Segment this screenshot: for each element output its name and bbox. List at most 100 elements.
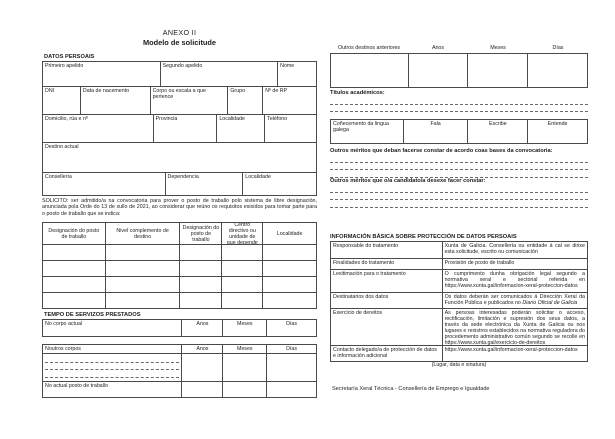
empty-cell [267, 354, 317, 382]
table-row: Coñecemento da lingua galega Fala Escrib… [331, 120, 588, 144]
empty-cell [105, 261, 181, 277]
empty-cell [222, 245, 264, 261]
empty-cell [180, 245, 223, 261]
field-grupo: Grupo [228, 87, 264, 115]
field-label: Dependencia [167, 174, 199, 180]
col-dias: Días [267, 320, 317, 337]
empty-cell [263, 261, 317, 277]
postos-header-row: Designación do posto de traballo Nivel c… [43, 223, 317, 245]
field-noutros-corpos: Noutros corpos [43, 345, 183, 354]
field-label: Localidade [245, 174, 271, 180]
field-label: No actual posto de traballo [45, 383, 109, 389]
col-anos: Anos [182, 320, 224, 337]
field-nome: Nome [278, 62, 317, 87]
empty-cell [43, 293, 106, 309]
postos-empty-row [43, 261, 317, 277]
dashed-write-line [330, 155, 588, 163]
footer-office: Secretaría Xeral Técnica - Consellería d… [332, 386, 490, 392]
proteccion-value-italic: Diario Oficial de Galicia [522, 300, 578, 306]
proteccion-label: Finalidades do tratamento [331, 259, 443, 270]
dashed-write-line [45, 370, 180, 378]
empty-cell [223, 354, 268, 382]
form-title: Modelo de solicitude [142, 38, 217, 47]
field-corpo-escala: Corpo ou escala a que pertence [150, 87, 229, 115]
dashed-write-line [330, 200, 588, 208]
field-localidade: Localidade [217, 115, 266, 143]
empty-cell [263, 245, 317, 261]
tempo-noutros-table: Noutros corpos Anos Meses Días No actual… [42, 344, 317, 398]
col-meses: Meses [223, 320, 268, 337]
col-anos: Anos [431, 45, 445, 51]
field-label: Provincia [155, 116, 178, 122]
field-label: No corpo actual [45, 321, 83, 327]
field-label: Consellería [45, 174, 72, 180]
proteccion-label: Destinatarios dos datos [331, 293, 443, 309]
dashed-write-line [330, 170, 588, 178]
proteccion-table: Responsable do tratamento Xunta de Galic… [330, 241, 588, 362]
meritos-candidato-heading: Outros méritos que o/a candidato/a desex… [330, 178, 486, 184]
field-data-nacemento: Data de nacemento [80, 87, 151, 115]
col-meses: Meses [223, 345, 268, 354]
empty-cell [180, 293, 223, 309]
right-column: Outros destinos anteriores Anos Meses Dí… [330, 0, 588, 439]
proteccion-row: Finalidades do tratamento Provisión de p… [331, 259, 588, 270]
field-label: Nome [280, 63, 295, 69]
proteccion-value: As persoas interesadas poderán solicitar… [442, 309, 588, 346]
tempo-corpo-actual-table: No corpo actual Anos Meses Días [42, 319, 317, 337]
proteccion-row: Lexitimación para o tratamento O cumprim… [331, 270, 588, 293]
postos-header-centro: Centro directivo ou unidade de que depen… [222, 223, 264, 245]
col-meses: Meses [490, 45, 506, 51]
proteccion-label: Contacto delegado/a de protección de dat… [331, 346, 443, 362]
postos-header-designacion: Designación do posto de traballo [43, 223, 106, 245]
empty-cell [223, 382, 268, 398]
meritos-bases-heading: Outros méritos que deban facerse constar… [330, 148, 553, 154]
field-label: Grupo [230, 88, 246, 94]
dashed-write-line [330, 185, 588, 193]
empty-cell [43, 245, 106, 261]
table-row: DNI Data de nacemento Corpo ou escala a … [43, 87, 317, 115]
dashed-write-line [330, 105, 588, 112]
empty-cell [105, 277, 181, 293]
field-label: Teléfono [267, 116, 288, 122]
field-destino-actual: Destino actual [43, 143, 317, 173]
proteccion-heading: INFORMACIÓN BÁSICA SOBRE PROTECCIÓN DE D… [330, 234, 517, 240]
anexo-title: ANEXO II [162, 28, 197, 37]
dashed-write-line [330, 193, 588, 200]
col-escribe: Escribe [468, 120, 529, 144]
left-column: ANEXO II Modelo de solicitude DATOS PERS… [42, 0, 317, 439]
datos-persoais-heading: DATOS PERSOAIS [44, 54, 95, 60]
proteccion-value: Xunta de Galicia. Consellería ou entidad… [442, 242, 588, 259]
empty-cell [331, 54, 409, 88]
table-row: Destino actual [43, 143, 317, 173]
proteccion-row: Exercicio de dereitos As persoas interes… [331, 309, 588, 346]
empty-cell [267, 382, 317, 398]
empty-cell [528, 54, 588, 88]
empty-cell [263, 293, 317, 309]
empty-cell [408, 54, 469, 88]
outros-destinos-labels: Outros destinos anteriores Anos Meses Dí… [330, 45, 588, 51]
empty-cell [180, 261, 223, 277]
table-row: No corpo actual Anos Meses Días [43, 320, 317, 337]
empty-cell [105, 245, 181, 261]
proteccion-label: Lexitimación para o tratamento [331, 270, 443, 293]
empty-cell [105, 293, 181, 309]
postos-table: Designación do posto de traballo Nivel c… [42, 222, 317, 309]
table-row [331, 54, 588, 88]
solicito-paragraph: SOLICITO: ser admitido/a na convocatoria… [42, 198, 317, 217]
postos-empty-row [43, 277, 317, 293]
field-dependencia: Dependencia [165, 173, 244, 196]
field-label: Coñecemento da lingua galega [333, 121, 389, 133]
meritos-bases-write-area [330, 155, 588, 178]
postos-empty-row [43, 245, 317, 261]
field-label: Segundo apelido [162, 63, 203, 69]
table-row: Primeiro apelido Segundo apelido Nome [43, 62, 317, 87]
table-row: Noutros corpos Anos Meses Días [43, 345, 317, 354]
proteccion-value: https://www.xunta.gal/informacion-xeral-… [442, 346, 588, 362]
empty-cell [182, 354, 224, 382]
outros-destinos-label: Outros destinos anteriores [337, 45, 401, 51]
datos-persoais-table: Primeiro apelido Segundo apelido Nome DN… [42, 61, 317, 196]
outros-destinos-table [330, 53, 588, 88]
field-label: Localidade [219, 116, 245, 122]
dashed-write-line [45, 363, 180, 370]
